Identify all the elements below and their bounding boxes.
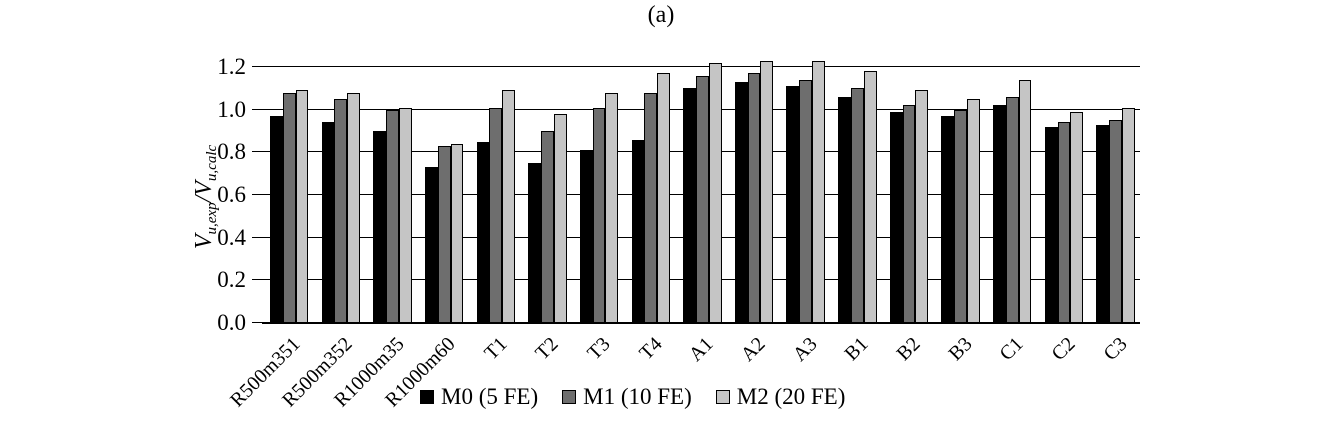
- bar-m0-T3: [579, 150, 593, 323]
- legend-label: M1 (10 FE): [583, 384, 692, 409]
- y-axis-tick-label: 0.4: [217, 224, 246, 250]
- bar-m2-C2: [1070, 112, 1084, 323]
- y-axis-tick-label: 1.2: [217, 54, 246, 80]
- bar-m2-C1: [1018, 80, 1032, 323]
- bar-m0-T2: [528, 163, 542, 323]
- bar-group: [882, 45, 934, 323]
- bar-m1-C1: [1005, 97, 1019, 323]
- bar-group: [624, 45, 676, 323]
- y-axis-tick-label: 1.0: [217, 96, 246, 122]
- y-axis-tick: [252, 66, 262, 68]
- bar-group: [417, 45, 469, 323]
- gridline: [262, 66, 1140, 68]
- legend-item-m2: M2 (20 FE): [715, 384, 846, 409]
- bar-m2-T1: [502, 90, 515, 323]
- bar-group: [1037, 45, 1089, 323]
- bar-m1-T3: [592, 108, 606, 323]
- bar-m0-A2: [734, 82, 748, 323]
- bar-m0-B3: [941, 116, 955, 323]
- y-axis-tick: [252, 279, 262, 281]
- bar-group: [778, 45, 830, 323]
- bar-m1-B3: [954, 110, 967, 323]
- bar-m1-A1: [695, 76, 709, 323]
- bar-m1-R1000m35: [386, 110, 399, 323]
- bar-m2-B1: [863, 71, 877, 323]
- bar-m1-T1: [489, 108, 503, 323]
- bar-m1-C3: [1109, 120, 1122, 323]
- chart-title: (a): [647, 2, 675, 28]
- bar-group: [675, 45, 727, 323]
- bar-m2-R500m352: [347, 93, 361, 323]
- legend-swatch: [562, 390, 577, 404]
- bar-m0-A3: [786, 86, 800, 323]
- bar-m1-C2: [1057, 122, 1071, 323]
- bar-m2-R500m351: [295, 90, 309, 323]
- legend-label: M2 (20 FE): [736, 384, 846, 409]
- bar-group: [830, 45, 882, 323]
- bar-m2-A3: [812, 61, 825, 323]
- legend-swatch: [420, 390, 434, 404]
- bar-m0-T1: [476, 142, 490, 323]
- bar-m0-B1: [838, 97, 851, 323]
- plot-area: 0.0 0.2 0.4 0.6 0.8 1.0 1.2 R500m351 R500m352 R10…: [217, 45, 1140, 411]
- y-axis-tick-label: 0.2: [217, 267, 246, 293]
- bar-m0-R1000m60: [424, 167, 438, 323]
- bar-m0-R1000m35: [373, 131, 387, 323]
- bar-m0-C3: [1096, 125, 1110, 323]
- legend-item-m1: M1 (10 FE): [562, 385, 692, 409]
- bar-m1-A3: [799, 80, 813, 323]
- bar-m1-R500m352: [334, 99, 348, 323]
- bar-group: [314, 45, 366, 323]
- bar-group: [469, 45, 521, 323]
- y-axis-tick: [252, 151, 262, 153]
- bar-m0-B2: [889, 112, 903, 323]
- chart-legend: M0 (5 FE) M1 (10 FE) M2 (20 FE): [420, 385, 845, 409]
- legend-label: M0 (5 FE): [441, 384, 539, 409]
- y-axis-tick: [252, 194, 262, 196]
- bar-m1-T2: [541, 131, 554, 323]
- bar-m2-T4: [657, 73, 670, 323]
- bar-group: [727, 45, 779, 323]
- bar-m2-C3: [1121, 108, 1135, 323]
- bar-group: [365, 45, 417, 323]
- bar-m2-A1: [708, 63, 722, 323]
- y-axis-tick-label: 0.6: [217, 182, 246, 208]
- y-axis-tick: [252, 322, 262, 323]
- bar-group: [1088, 45, 1140, 323]
- bar-m1-R500m351: [282, 93, 296, 323]
- bar-m1-B2: [902, 105, 916, 323]
- bar-m2-R1000m60: [450, 144, 464, 323]
- bar-group: [985, 45, 1037, 323]
- legend-item-m0: M0 (5 FE): [420, 385, 538, 409]
- bar-m0-T4: [631, 140, 645, 323]
- bar-m2-T2: [553, 114, 567, 323]
- bar-m0-C1: [993, 105, 1006, 323]
- bar-group: [933, 45, 985, 323]
- bar-group: [520, 45, 572, 323]
- y-axis-tick-label: 0.8: [217, 139, 246, 165]
- bar-m1-B1: [850, 88, 864, 323]
- bar-m2-T3: [605, 93, 619, 323]
- x-axis-line: [262, 322, 1140, 324]
- legend-swatch: [715, 390, 730, 404]
- bar-m0-C2: [1044, 127, 1058, 323]
- bar-m0-R500m352: [321, 122, 335, 323]
- bar-m0-A1: [683, 88, 696, 323]
- bar-m1-R1000m60: [437, 146, 451, 323]
- bar-m2-B3: [967, 99, 980, 323]
- bar-m0-R500m351: [270, 116, 283, 323]
- bar-m2-R1000m35: [398, 108, 412, 323]
- bar-m2-A2: [760, 61, 774, 323]
- y-axis-tick: [252, 108, 262, 110]
- bar-group: [572, 45, 624, 323]
- bar-group: [262, 45, 314, 323]
- bar-m1-T4: [644, 93, 658, 323]
- y-axis-tick-label: 0.0: [217, 310, 246, 335]
- bar-m1-A2: [747, 73, 761, 323]
- y-axis-tick: [252, 236, 262, 238]
- bar-m2-B2: [915, 90, 929, 323]
